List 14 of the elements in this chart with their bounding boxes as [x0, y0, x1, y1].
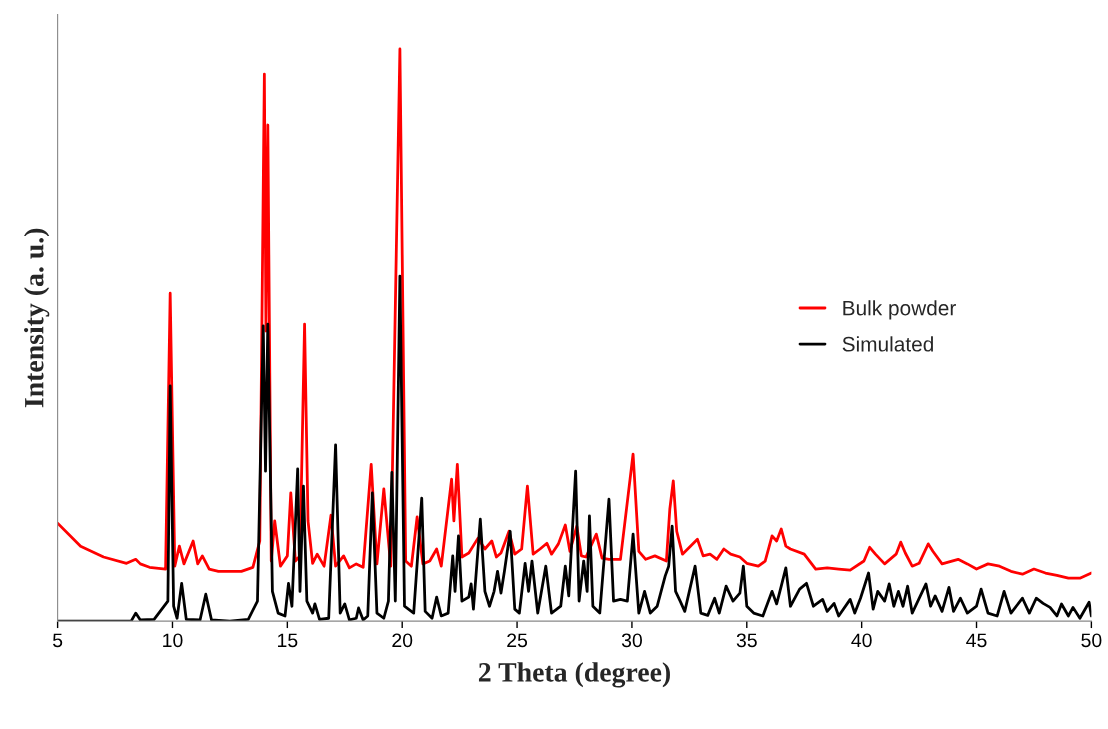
y-axis-title: Intensity (a. u.) [24, 228, 50, 408]
x-tick-label: 15 [278, 633, 298, 648]
x-tick-label: 40 [851, 633, 872, 648]
x-tick-label: 5 [52, 633, 63, 648]
x-tick-label: 45 [966, 633, 987, 648]
legend-label: Simulated [842, 336, 933, 352]
x-tick-label: 30 [621, 633, 642, 648]
x-tick-label: 50 [1081, 633, 1102, 648]
x-tick-label: 35 [736, 633, 757, 648]
x-tick-label: 10 [163, 633, 183, 648]
x-tick-label: 25 [507, 633, 528, 648]
x-tick-label: 20 [392, 633, 413, 648]
x-axis-title: 2 Theta (degree) [478, 662, 670, 688]
legend-label: Bulk powder [843, 300, 956, 320]
